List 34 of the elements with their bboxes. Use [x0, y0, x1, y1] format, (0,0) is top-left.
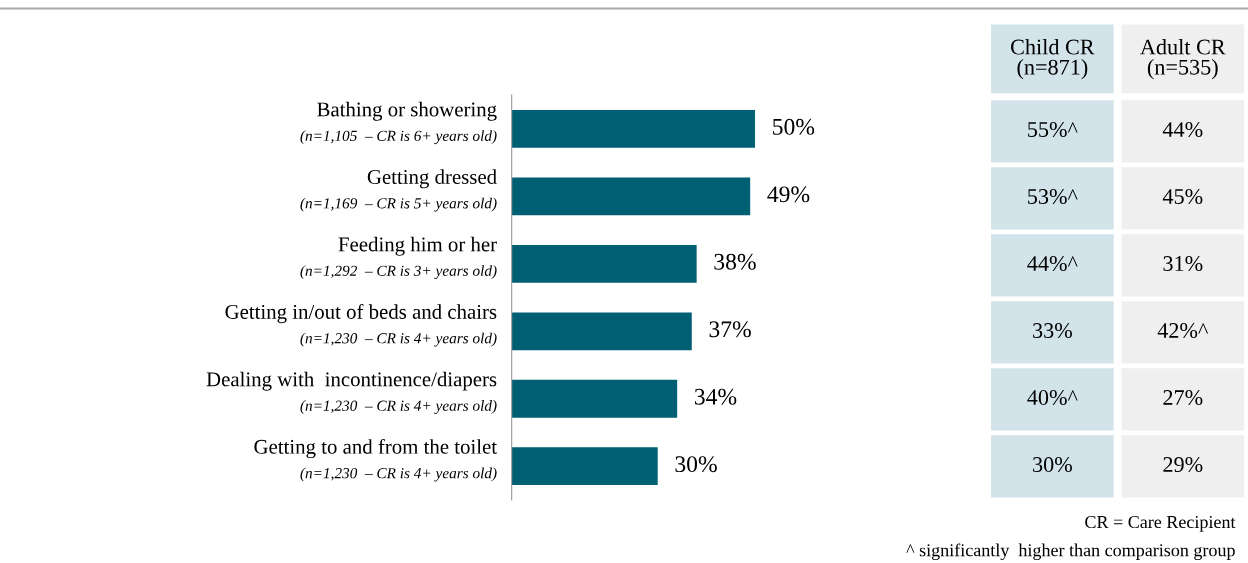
- text: 42%^: [1157, 323, 1209, 339]
- y-tick-label: Getting to and from the toilet (n=1,230 – CR is 4+ years old): [254, 438, 497, 482]
- y-tick-label: Bathing or showering (n=1,105 – CR is 6+ years old): [300, 101, 497, 145]
- category-label: Child CR (n=871): [1010, 38, 1095, 80]
- data-label: 50%: [773, 118, 815, 135]
- data-label: 38%: [714, 253, 756, 270]
- text: 55%^: [1028, 121, 1078, 138]
- text: 29%: [1163, 457, 1203, 473]
- data-label: 30%: [675, 456, 717, 473]
- y-tick-label: Feeding him or her (n=1,292 – CR is 3+ years old): [300, 236, 497, 280]
- data-label: 49%: [767, 186, 810, 203]
- y-tick-label: Getting dressed (n=1,169 – CR is 5+ years old): [300, 169, 497, 212]
- y-tick-label: Dealing with incontinence/diapers (n=1,230 – CR is 4+ years old): [206, 371, 497, 414]
- text: 30%: [1033, 457, 1072, 473]
- text: 44%: [1162, 121, 1203, 138]
- text: ^ significantly higher than comparison group: [906, 543, 1235, 561]
- data-label: 37%: [709, 321, 751, 338]
- bar: [511, 109, 756, 148]
- text: 44%^: [1027, 255, 1078, 272]
- y-tick-label: Getting in/out of beds and chairs (n=1,230 – CR is 4+ years old): [225, 304, 497, 347]
- text: 27%: [1163, 390, 1203, 406]
- bar: [511, 447, 658, 486]
- bar: [511, 312, 692, 351]
- bar: [511, 244, 697, 283]
- text: 33%: [1033, 323, 1072, 339]
- bar: [511, 379, 678, 418]
- text: CR = Care Recipient: [1085, 515, 1236, 532]
- category-label: Adult CR (n=535): [1140, 38, 1226, 80]
- text: 31%: [1163, 255, 1203, 272]
- text: 45%: [1162, 188, 1203, 205]
- data-label: 34%: [694, 388, 737, 405]
- text: 53%^: [1028, 188, 1078, 205]
- text: 40%^: [1027, 390, 1078, 406]
- bar: [511, 177, 751, 216]
